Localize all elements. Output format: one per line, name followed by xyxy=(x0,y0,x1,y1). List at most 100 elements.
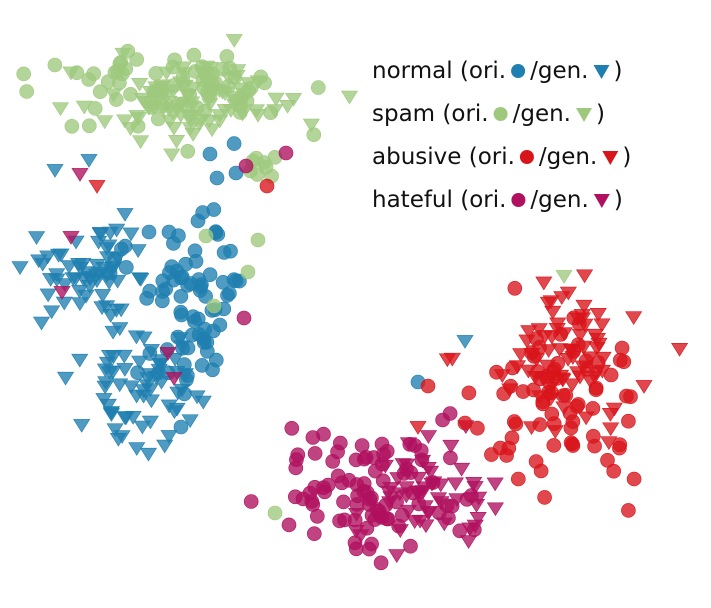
abusive-generated-point xyxy=(602,422,620,437)
abusive-original-point xyxy=(587,438,602,454)
legend-item-normal: normal (ori. /gen.) xyxy=(372,58,622,84)
normal-original-point xyxy=(187,314,202,329)
normal-generated-point xyxy=(102,309,120,323)
normal-original-point xyxy=(119,260,134,275)
hateful-generated-point xyxy=(389,472,407,486)
hateful-generated-point xyxy=(71,168,89,182)
normal-generated-point xyxy=(74,258,92,272)
hateful-generated-point xyxy=(442,439,460,454)
abusive-generated-point xyxy=(88,180,106,194)
spam-original-point xyxy=(250,232,266,248)
spam-generated-point xyxy=(174,96,192,111)
hateful-generated-point xyxy=(62,231,80,245)
normal-generated-point xyxy=(88,258,106,273)
normal-generated-point xyxy=(109,251,127,266)
hateful-original-point xyxy=(443,450,458,466)
spam-generated-point xyxy=(181,122,199,136)
normal-generated-point xyxy=(98,242,116,256)
spam-generated-point xyxy=(201,98,219,113)
abusive-original-point xyxy=(565,414,581,429)
normal-generated-point xyxy=(122,227,140,242)
legend-gen-label: /gen. xyxy=(530,187,588,213)
hateful-generated-point xyxy=(460,535,478,549)
abusive-generated-point xyxy=(575,299,593,314)
legend-gen-label: /gen. xyxy=(530,58,588,84)
normal-generated-point xyxy=(116,208,134,222)
hateful-generated-point xyxy=(446,477,464,492)
normal-generated-point xyxy=(166,352,184,367)
legend-item-abusive: abusive (ori. /gen.) xyxy=(372,144,631,170)
spam-generated-point xyxy=(121,122,140,136)
normal-generated-point xyxy=(139,447,158,462)
normal-original-point xyxy=(205,362,220,378)
normal-original-point xyxy=(196,335,212,350)
spam-generated-point xyxy=(228,69,246,84)
normal-original-point xyxy=(226,136,242,151)
abusive-generated-point xyxy=(526,371,544,385)
hateful-generated-point xyxy=(486,502,504,517)
spam-generated-point xyxy=(182,101,200,116)
legend-close-paren: ) xyxy=(614,58,623,84)
abusive-original-point xyxy=(565,438,581,453)
normal-generated-point xyxy=(181,414,199,428)
hateful-generated-point xyxy=(165,372,183,386)
spam-original-point xyxy=(82,118,97,134)
normal-generated-point xyxy=(91,228,109,242)
normal-generated-point xyxy=(129,244,147,258)
spam-generated-point xyxy=(266,104,284,118)
normal-generated-point xyxy=(67,272,85,287)
abusive-original-point xyxy=(420,378,436,394)
spam-original-point xyxy=(87,101,103,116)
abusive-generated-point xyxy=(540,382,558,396)
spam-generated-point xyxy=(96,115,114,130)
spam-generated-point xyxy=(225,34,243,48)
hateful-generated-point xyxy=(411,514,429,529)
hateful-generated-point xyxy=(409,471,428,486)
spam-generated-point xyxy=(142,85,160,100)
points-layer xyxy=(11,34,689,571)
hateful-original-point xyxy=(284,420,300,436)
abusive-original-point xyxy=(558,387,574,403)
spam-generated-point xyxy=(213,85,231,100)
spam-generated-point xyxy=(223,91,241,105)
abusive-original-point xyxy=(533,463,549,479)
spam-original-point xyxy=(180,144,196,159)
abusive-generated-point xyxy=(563,378,581,393)
hateful-generated-point xyxy=(420,506,438,520)
abusive-generated-point xyxy=(522,421,541,436)
abusive-original-point xyxy=(614,340,630,356)
normal-generated-point xyxy=(127,330,145,345)
legend-circle-marker xyxy=(493,107,508,121)
legend-circle-marker xyxy=(519,150,534,164)
hateful-generated-point xyxy=(432,496,450,510)
hateful-original-point xyxy=(354,438,370,453)
normal-generated-point xyxy=(113,430,131,444)
hateful-original-point xyxy=(307,479,323,495)
hateful-generated-point xyxy=(348,507,366,522)
spam-generated-point xyxy=(131,78,149,92)
normal-generated-point xyxy=(81,272,99,287)
abusive-generated-point xyxy=(546,425,564,439)
normal-generated-point xyxy=(80,154,98,168)
normal-generated-point xyxy=(56,278,74,293)
abusive-generated-point xyxy=(559,286,577,301)
abusive-generated-point xyxy=(555,327,573,342)
hateful-generated-point xyxy=(422,465,440,480)
hateful-original-point xyxy=(278,145,294,161)
normal-generated-point xyxy=(124,411,142,425)
legend-close-paren: ) xyxy=(622,144,631,170)
hateful-generated-point xyxy=(391,524,409,538)
abusive-original-point xyxy=(507,280,523,296)
spam-original-point xyxy=(47,57,63,73)
legend-circle-marker xyxy=(511,64,526,78)
hateful-original-point xyxy=(287,489,303,505)
normal-generated-point xyxy=(131,272,149,286)
spam-generated-point xyxy=(116,114,134,129)
spam-generated-point xyxy=(203,123,221,138)
legend: normal (ori./gen.)spam (ori./gen.)abusiv… xyxy=(372,58,631,213)
spam-original-point xyxy=(306,127,322,142)
hateful-original-point xyxy=(356,451,372,467)
normal-generated-point xyxy=(99,398,117,413)
abusive-generated-point xyxy=(573,312,591,327)
hateful-generated-point xyxy=(414,454,432,469)
